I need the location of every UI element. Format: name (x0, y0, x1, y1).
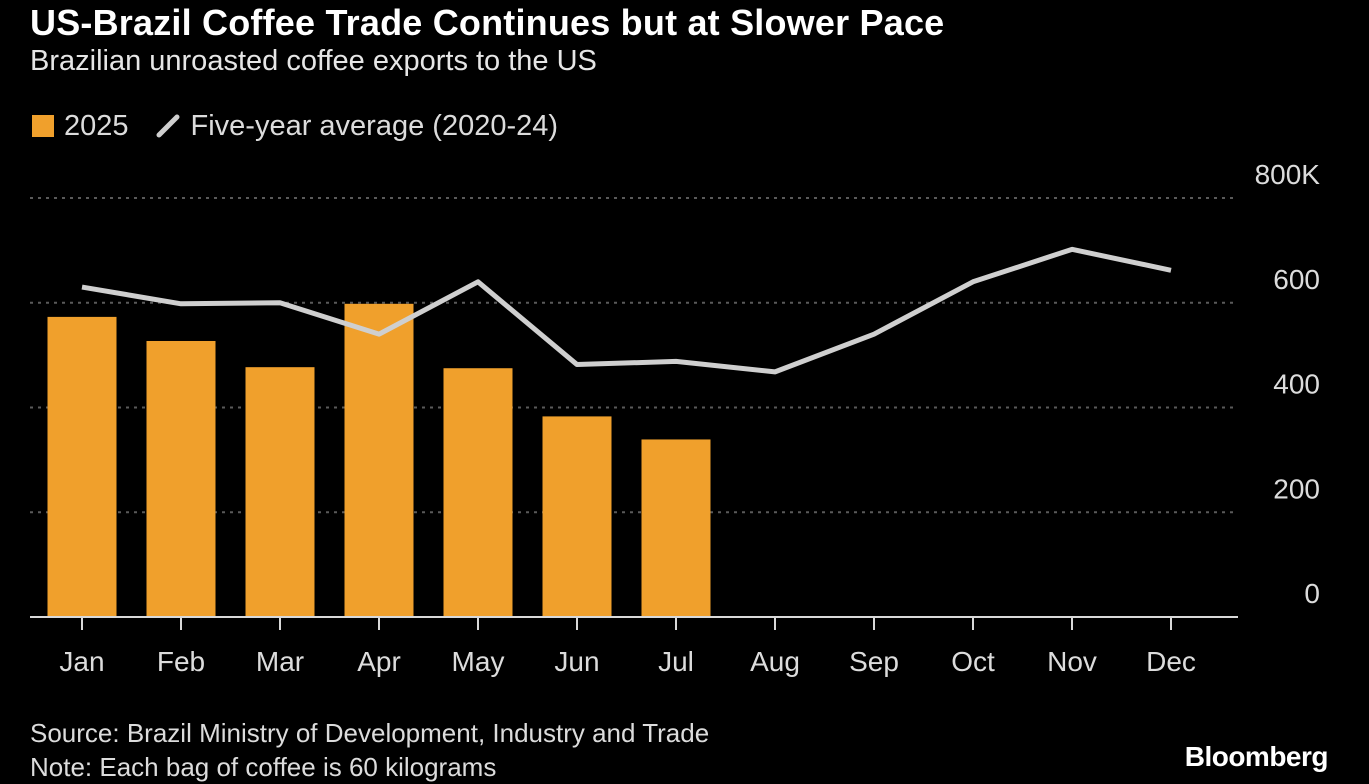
bar-2025 (47, 316, 117, 617)
bloomberg-logo: Bloomberg (1184, 741, 1329, 772)
x-tick-label: Sep (849, 646, 899, 677)
x-tick-label: Dec (1146, 646, 1196, 677)
source-note: Source: Brazil Ministry of Development, … (30, 718, 710, 748)
x-tick-label: Jul (658, 646, 694, 677)
legend-item-bars: 2025 (32, 110, 129, 143)
average-line (81, 246, 1172, 375)
y-tick-label: 800K (1255, 159, 1321, 190)
footnote: Note: Each bag of coffee is 60 kilograms (30, 752, 497, 782)
bar-2025 (146, 340, 216, 617)
legend-item-line: Five-year average (2020-24) (155, 109, 559, 143)
y-tick-label: 0 (1304, 578, 1320, 609)
chart-subtitle: Brazilian unroasted coffee exports to th… (30, 45, 597, 77)
bar-2025 (542, 416, 612, 617)
x-tick-label: May (452, 646, 505, 677)
x-tick-label: Jan (59, 646, 104, 677)
x-tick-label: Jun (554, 646, 599, 677)
legend-bar-swatch (32, 115, 54, 137)
bar-2025 (641, 439, 711, 617)
chart-title: US-Brazil Coffee Trade Continues but at … (30, 2, 945, 43)
legend-line-swatch (156, 114, 180, 138)
y-tick-label: 600 (1273, 264, 1320, 295)
bar-2025 (245, 367, 315, 617)
legend-label-line: Five-year average (2020-24) (190, 109, 559, 142)
legend-label-bars: 2025 (64, 109, 129, 142)
x-tick-label: Feb (157, 646, 205, 677)
y-tick-label: 400 (1273, 369, 1320, 400)
x-tick-label: Nov (1047, 646, 1097, 677)
legend: 2025 Five-year average (2020-24) (32, 108, 584, 144)
x-tick-label: Apr (357, 646, 401, 677)
bar-2025 (443, 368, 513, 617)
x-tick-label: Aug (750, 646, 800, 677)
footer: Source: Brazil Ministry of Development, … (30, 716, 709, 784)
x-tick-label: Mar (256, 646, 304, 677)
x-tick-label: Oct (951, 646, 995, 677)
bar-2025 (344, 303, 414, 617)
y-tick-label: 200 (1273, 473, 1320, 504)
